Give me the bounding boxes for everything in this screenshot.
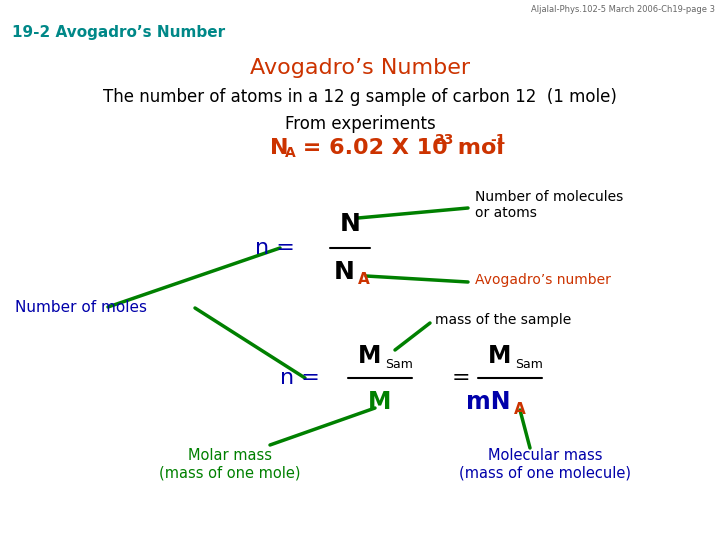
- Text: Number of molecules
or atoms: Number of molecules or atoms: [475, 190, 624, 220]
- Text: n =: n =: [255, 238, 295, 258]
- Text: 23: 23: [435, 133, 454, 147]
- Text: A: A: [358, 273, 370, 287]
- Text: = 6.02 X 10: = 6.02 X 10: [295, 138, 448, 158]
- Text: N: N: [340, 212, 361, 236]
- Text: mass of the sample: mass of the sample: [435, 313, 571, 327]
- Text: M: M: [488, 344, 512, 368]
- Text: A: A: [285, 146, 296, 160]
- Text: M: M: [369, 390, 392, 414]
- Text: -1: -1: [490, 133, 505, 147]
- Text: N: N: [333, 260, 354, 284]
- Text: A: A: [514, 402, 526, 417]
- Text: mN: mN: [466, 390, 510, 414]
- Text: Aljalal-Phys.102-5 March 2006-Ch19-page 3: Aljalal-Phys.102-5 March 2006-Ch19-page …: [531, 5, 715, 14]
- Text: M: M: [359, 344, 382, 368]
- Text: mol: mol: [450, 138, 504, 158]
- Text: =: =: [451, 368, 470, 388]
- Text: 19-2 Avogadro’s Number: 19-2 Avogadro’s Number: [12, 25, 225, 40]
- Text: Sam: Sam: [385, 357, 413, 370]
- Text: N: N: [270, 138, 289, 158]
- Text: n =: n =: [280, 368, 320, 388]
- Text: Avogadro’s Number: Avogadro’s Number: [250, 58, 470, 78]
- Text: Molar mass
(mass of one mole): Molar mass (mass of one mole): [159, 448, 301, 481]
- Text: From experiments: From experiments: [284, 115, 436, 133]
- Text: Number of moles: Number of moles: [15, 300, 147, 315]
- Text: Sam: Sam: [515, 357, 543, 370]
- Text: Molecular mass
(mass of one molecule): Molecular mass (mass of one molecule): [459, 448, 631, 481]
- Text: Avogadro’s number: Avogadro’s number: [475, 273, 611, 287]
- Text: The number of atoms in a 12 g sample of carbon 12  (1 mole): The number of atoms in a 12 g sample of …: [103, 88, 617, 106]
